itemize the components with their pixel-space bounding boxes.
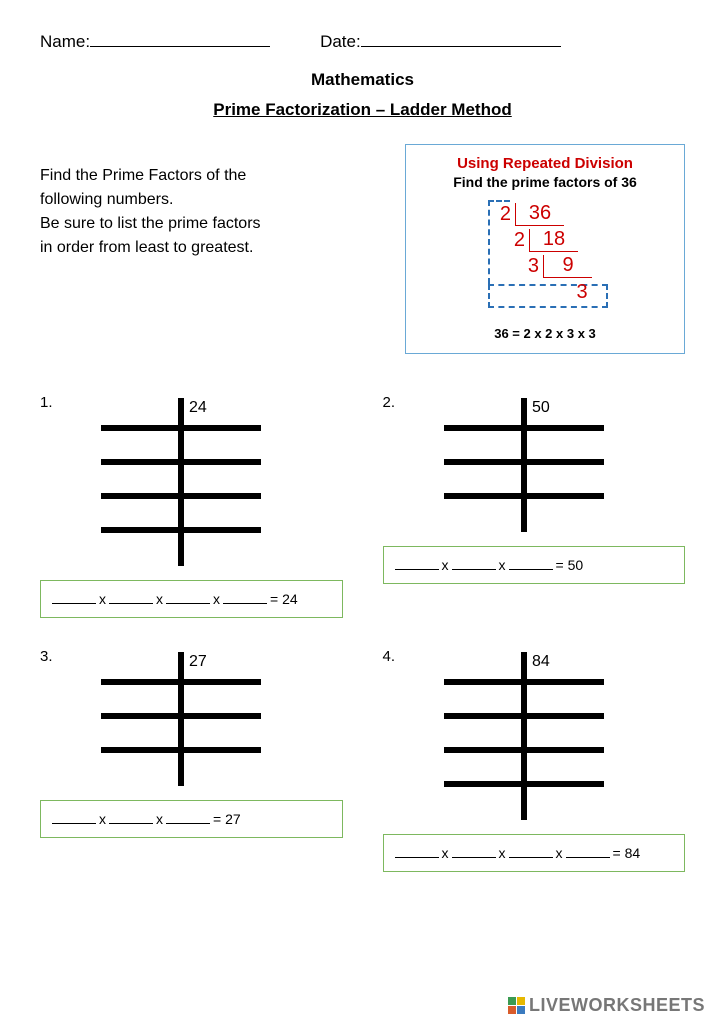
factor-blank[interactable] [509,845,553,858]
instructions: Find the Prime Factors of the following … [40,144,385,260]
problem: 2. 50 x x = 50 [383,394,686,618]
footer-brand: LIVEWORKSHEETS [508,995,705,1016]
times-symbol: x [213,591,220,607]
ladder-diagram[interactable]: 27 [81,648,301,790]
date-line[interactable] [361,30,561,47]
intro-row: Find the Prime Factors of the following … [40,144,685,354]
problem: 1. 24 x x x = 24 [40,394,343,618]
example-value: 3 [558,281,606,304]
example-divisor: 3 [522,255,544,278]
page-title: Mathematics [40,70,685,90]
answer-box[interactable]: x x = 50 [383,546,686,584]
factor-blank[interactable] [52,591,96,604]
factor-blank[interactable] [395,845,439,858]
problem: 4. 84 x x x = 84 [383,648,686,872]
answer-box[interactable]: x x x = 84 [383,834,686,872]
example-divisor: 2 [494,203,516,226]
problem-number: 3. [40,648,53,665]
ladder-diagram[interactable]: 24 [81,394,301,570]
ladder-start-number: 24 [189,399,207,416]
example-value: 18 [530,228,578,252]
footer-text: LIVEWORKSHEETS [529,995,705,1016]
factor-blank[interactable] [509,557,553,570]
ladder-wrap: 24 [40,394,343,570]
example-row: 236 [494,202,564,226]
date-field[interactable]: Date: [320,30,561,52]
answer-box[interactable]: x x = 27 [40,800,343,838]
problem-number: 4. [383,648,396,665]
times-symbol: x [156,811,163,827]
factor-blank[interactable] [166,591,210,604]
example-diagram: 236218393 [450,198,640,318]
header-row: Name: Date: [40,30,685,52]
factor-blank[interactable] [52,811,96,824]
example-box: Using Repeated Division Find the prime f… [405,144,685,354]
ladder-start-number: 50 [532,399,550,416]
name-field[interactable]: Name: [40,30,270,52]
times-symbol: x [442,845,449,861]
times-symbol: x [99,811,106,827]
example-subtitle: Find the prime factors of 36 [418,174,672,190]
ladder-start-number: 27 [189,653,207,670]
ladder-diagram[interactable]: 50 [424,394,644,536]
problem-number: 2. [383,394,396,411]
intro-line: following numbers. [40,188,385,212]
answer-box[interactable]: x x x = 24 [40,580,343,618]
ladder-wrap: 50 [383,394,686,536]
equals-label: = 27 [213,811,241,827]
intro-line: Find the Prime Factors of the [40,164,385,188]
example-row: 218 [508,228,578,252]
example-value: 36 [516,202,564,226]
factor-blank[interactable] [223,591,267,604]
times-symbol: x [499,845,506,861]
problem: 3. 27 x x = 27 [40,648,343,872]
example-result: 36 = 2 x 2 x 3 x 3 [418,326,672,341]
page-subtitle: Prime Factorization – Ladder Method [40,100,685,120]
times-symbol: x [156,591,163,607]
equals-label: = 84 [613,845,641,861]
factor-blank[interactable] [109,591,153,604]
factor-blank[interactable] [166,811,210,824]
intro-line: in order from least to greatest. [40,236,385,260]
factor-blank[interactable] [395,557,439,570]
example-divisor: 2 [508,229,530,252]
equals-label: = 24 [270,591,298,607]
ladder-diagram[interactable]: 84 [424,648,644,824]
factor-blank[interactable] [452,845,496,858]
factor-blank[interactable] [566,845,610,858]
times-symbol: x [499,557,506,573]
times-symbol: x [556,845,563,861]
date-label: Date: [320,32,361,52]
example-value: 9 [544,254,592,278]
problems-grid: 1. 24 x x x = 24 2. 50 x x = 50 3. 27 x x = 2… [40,394,685,872]
example-title: Using Repeated Division [418,155,672,172]
times-symbol: x [99,591,106,607]
example-row: 39 [522,254,592,278]
example-row: 3 [536,280,606,304]
problem-number: 1. [40,394,53,411]
brand-icon [508,997,525,1014]
name-line[interactable] [90,30,270,47]
equals-label: = 50 [556,557,584,573]
name-label: Name: [40,32,90,52]
factor-blank[interactable] [109,811,153,824]
factor-blank[interactable] [452,557,496,570]
ladder-start-number: 84 [532,653,550,670]
ladder-wrap: 27 [40,648,343,790]
times-symbol: x [442,557,449,573]
ladder-wrap: 84 [383,648,686,824]
intro-line: Be sure to list the prime factors [40,212,385,236]
